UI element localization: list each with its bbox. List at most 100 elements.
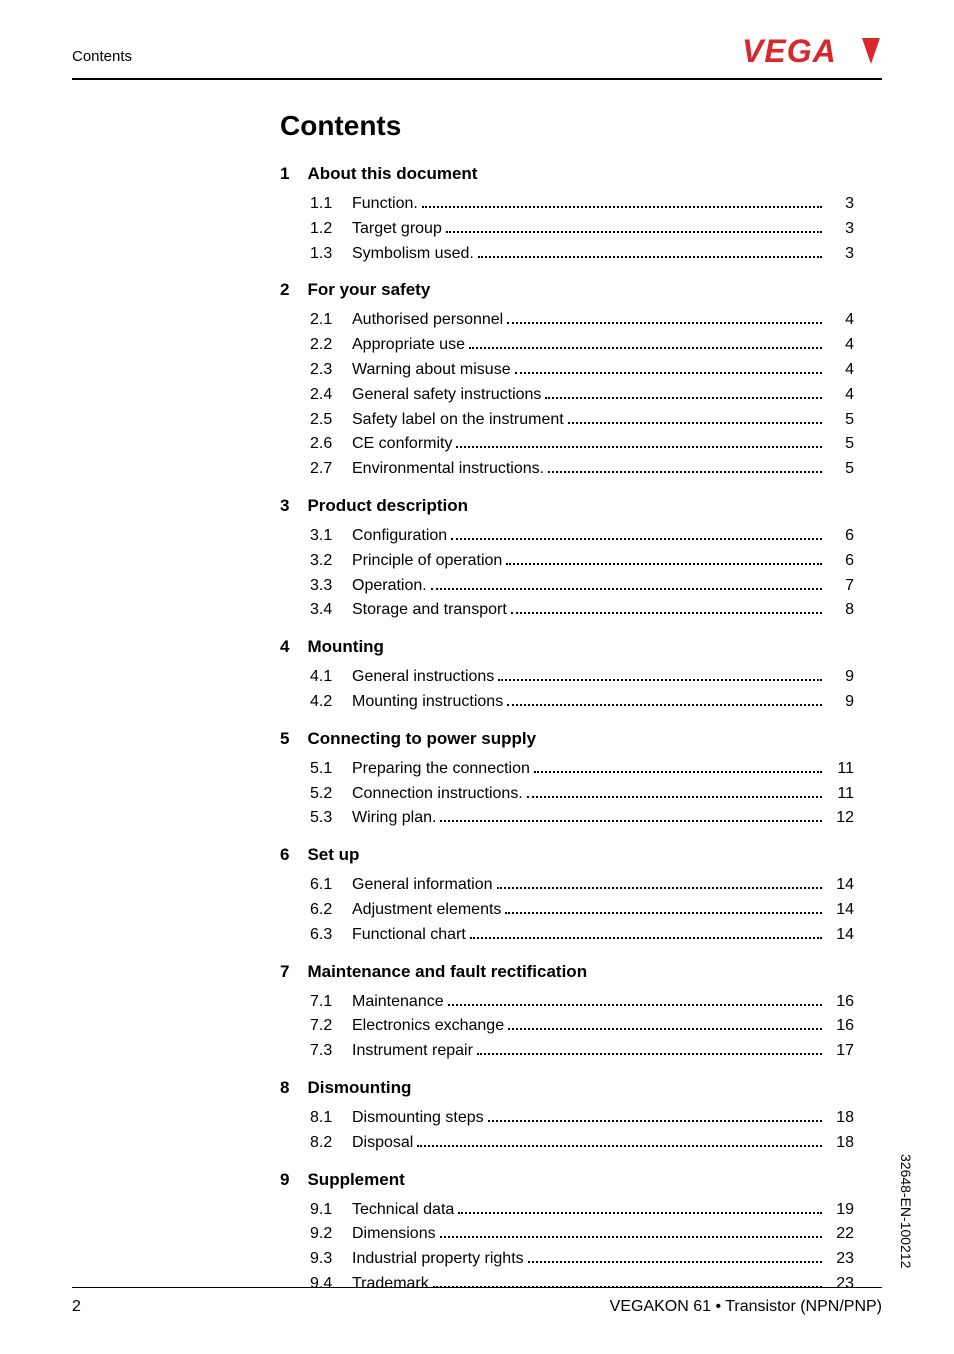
toc-entry-page: 4 bbox=[826, 308, 854, 333]
toc-entry-label: Authorised personnel bbox=[352, 308, 503, 333]
toc-entry: 5.2Connection instructions.11 bbox=[280, 782, 854, 807]
toc-entry-page: 19 bbox=[826, 1198, 854, 1223]
toc-section-number: 4 bbox=[280, 637, 289, 657]
toc-entry-number: 2.1 bbox=[310, 308, 352, 333]
toc-section-number: 7 bbox=[280, 962, 289, 982]
toc-entry-page: 14 bbox=[826, 873, 854, 898]
toc-entry: 9.3Industrial property rights23 bbox=[280, 1247, 854, 1272]
toc-section-title: About this document bbox=[307, 164, 477, 184]
toc-leader-dots bbox=[508, 1028, 822, 1030]
toc-entry-page: 6 bbox=[826, 524, 854, 549]
toc-section-number: 1 bbox=[280, 164, 289, 184]
toc-entry-number: 3.2 bbox=[310, 549, 352, 574]
toc-entry-page: 23 bbox=[826, 1272, 854, 1297]
toc-section-heading: 7Maintenance and fault rectification bbox=[280, 962, 854, 982]
toc-entry-number: 3.1 bbox=[310, 524, 352, 549]
toc-entry: 9.2Dimensions22 bbox=[280, 1222, 854, 1247]
toc-leader-dots bbox=[478, 256, 822, 258]
toc-entry-number: 6.3 bbox=[310, 923, 352, 948]
toc-leader-dots bbox=[548, 471, 822, 473]
toc-entry-number: 8.1 bbox=[310, 1106, 352, 1131]
toc-entry-page: 16 bbox=[826, 990, 854, 1015]
toc-entry-label: Instrument repair bbox=[352, 1039, 473, 1064]
toc-entry-number: 8.2 bbox=[310, 1131, 352, 1156]
toc-leader-dots bbox=[431, 588, 822, 590]
toc-leader-dots bbox=[470, 937, 822, 939]
toc-leader-dots bbox=[469, 347, 822, 349]
toc-entry-label: Function. bbox=[352, 192, 418, 217]
toc-entry-label: Principle of operation bbox=[352, 549, 502, 574]
toc-entry-label: Symbolism used. bbox=[352, 242, 474, 267]
toc-section-number: 5 bbox=[280, 729, 289, 749]
toc-section-title: Dismounting bbox=[307, 1078, 411, 1098]
toc-section-title: Connecting to power supply bbox=[307, 729, 536, 749]
toc-leader-dots bbox=[511, 612, 822, 614]
toc-entry-label: Storage and transport bbox=[352, 598, 507, 623]
toc-entry-page: 11 bbox=[826, 782, 854, 807]
toc-section-heading: 4Mounting bbox=[280, 637, 854, 657]
toc-leader-dots bbox=[417, 1145, 822, 1147]
toc-entry-label: General safety instructions bbox=[352, 383, 541, 408]
toc-section: 5 Connecting to power supply 5.1Preparing … bbox=[280, 729, 854, 831]
toc-entry-page: 4 bbox=[826, 383, 854, 408]
toc-entry-page: 22 bbox=[826, 1222, 854, 1247]
toc-entry-number: 4.1 bbox=[310, 665, 352, 690]
toc-leader-dots bbox=[440, 1236, 822, 1238]
toc-entry-number: 5.2 bbox=[310, 782, 352, 807]
toc-section-title: For your safety bbox=[307, 280, 430, 300]
footer-product-label: VEGAKON 61 • Transistor (NPN/PNP) bbox=[610, 1298, 882, 1316]
toc-leader-dots bbox=[498, 679, 822, 681]
toc-entry: 4.1General instructions9 bbox=[280, 665, 854, 690]
toc-entry-page: 8 bbox=[826, 598, 854, 623]
toc-entry-page: 3 bbox=[826, 192, 854, 217]
toc-entry: 6.3Functional chart14 bbox=[280, 923, 854, 948]
toc-entry: 7.1Maintenance16 bbox=[280, 990, 854, 1015]
toc-entry-number: 5.1 bbox=[310, 757, 352, 782]
toc-entry: 2.2Appropriate use4 bbox=[280, 333, 854, 358]
toc-entry-number: 5.3 bbox=[310, 806, 352, 831]
toc-entry-number: 2.3 bbox=[310, 358, 352, 383]
toc-entry-number: 3.3 bbox=[310, 574, 352, 599]
toc-entry-label: Warning about misuse bbox=[352, 358, 511, 383]
toc-entry-page: 9 bbox=[826, 665, 854, 690]
toc-entry-number: 9.2 bbox=[310, 1222, 352, 1247]
toc-entry-label: CE conformity bbox=[352, 432, 452, 457]
toc-entry-page: 18 bbox=[826, 1131, 854, 1156]
toc-section-title: Set up bbox=[307, 845, 359, 865]
toc-entry-page: 7 bbox=[826, 574, 854, 599]
toc-entry: 3.2Principle of operation6 bbox=[280, 549, 854, 574]
toc-entry-page: 17 bbox=[826, 1039, 854, 1064]
header-section-label: Contents bbox=[72, 48, 132, 65]
toc-leader-dots bbox=[477, 1053, 822, 1055]
toc-entry-number: 7.2 bbox=[310, 1014, 352, 1039]
toc-entry-number: 9.1 bbox=[310, 1198, 352, 1223]
toc-entry-label: Adjustment elements bbox=[352, 898, 501, 923]
vega-logo: VEGA bbox=[742, 34, 882, 75]
toc-entry: 4.2Mounting instructions9 bbox=[280, 690, 854, 715]
footer-rule bbox=[72, 1287, 882, 1288]
toc-section: 3Product description 3.1Configuration63.2… bbox=[280, 496, 854, 623]
page-number: 2 bbox=[72, 1298, 81, 1316]
toc-entry-label: Technical data bbox=[352, 1198, 454, 1223]
toc-section-title: Supplement bbox=[307, 1170, 404, 1190]
toc-section-number: 6 bbox=[280, 845, 289, 865]
toc-entry-label: Preparing the connection bbox=[352, 757, 530, 782]
toc-entry-label: Dismounting steps bbox=[352, 1106, 484, 1131]
toc-section-heading: 9Supplement bbox=[280, 1170, 854, 1190]
toc-leader-dots bbox=[505, 912, 822, 914]
toc-entry-label: General information bbox=[352, 873, 493, 898]
toc-entry-label: Maintenance bbox=[352, 990, 444, 1015]
toc-leader-dots bbox=[568, 422, 822, 424]
toc-section-heading: 3Product description bbox=[280, 496, 854, 516]
toc-entry-number: 2.7 bbox=[310, 457, 352, 482]
toc-entry-number: 7.3 bbox=[310, 1039, 352, 1064]
toc-entry-number: 2.2 bbox=[310, 333, 352, 358]
toc-entry: 7.2Electronics exchange16 bbox=[280, 1014, 854, 1039]
toc-section: 1About this document1.1Function.31.2Targ… bbox=[280, 164, 854, 266]
toc-section: 6Set up6.1General information146.2Adjust… bbox=[280, 845, 854, 947]
toc-entry: 3.3Operation.7 bbox=[280, 574, 854, 599]
toc-entry: 9.1Technical data 19 bbox=[280, 1198, 854, 1223]
toc-entry: 3.1Configuration6 bbox=[280, 524, 854, 549]
toc-entry-number: 9.3 bbox=[310, 1247, 352, 1272]
toc-section: 4Mounting 4.1General instructions94.2Moun… bbox=[280, 637, 854, 715]
